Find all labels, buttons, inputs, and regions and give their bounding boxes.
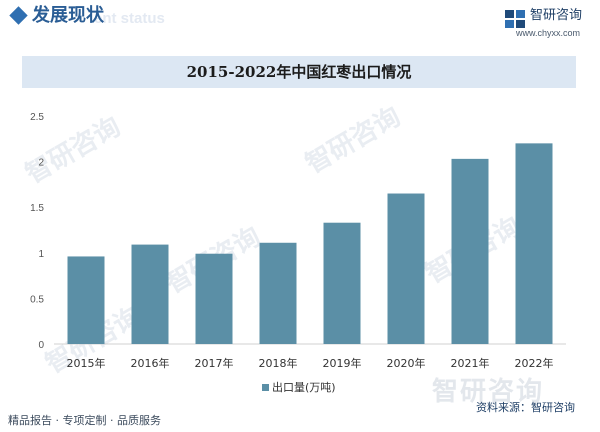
page-header: ent status 发展现状 智研咨询 www.chyxx.com <box>0 0 600 40</box>
y-tick-label: 2 <box>38 158 44 169</box>
brand-url: www.chyxx.com <box>516 28 581 38</box>
x-tick-label: 2020年 <box>387 356 426 370</box>
brand-logo-icon <box>505 10 525 28</box>
bar-2016 <box>131 244 169 344</box>
x-tick-label: 2015年 <box>67 356 106 370</box>
bar-2015 <box>67 256 105 344</box>
bar-2022 <box>515 143 553 344</box>
brand-name: 智研咨询 <box>530 8 583 23</box>
legend-label: 出口量(万吨) <box>272 380 336 394</box>
bar-2017 <box>195 253 233 344</box>
y-tick-label: 0.5 <box>30 294 44 305</box>
legend-swatch <box>262 384 269 391</box>
source-note: 资料来源：智研咨询 <box>476 401 575 414</box>
y-tick-label: 2.5 <box>30 112 44 123</box>
section-ghost-text: ent status <box>94 10 165 27</box>
bar-2018 <box>259 242 297 344</box>
bar-2020 <box>387 193 425 344</box>
y-tick-label: 0 <box>38 340 44 351</box>
x-tick-label: 2021年 <box>451 356 490 370</box>
x-tick-label: 2019年 <box>323 356 362 370</box>
y-tick-label: 1.5 <box>30 203 44 214</box>
x-tick-label: 2017年 <box>195 356 234 370</box>
bar-2019 <box>323 222 361 344</box>
chart-title: 2015-2022年中国红枣出口情况 <box>186 63 412 81</box>
y-tick-label: 1 <box>38 249 44 260</box>
chart-title-band: 2015-2022年中国红枣出口情况 <box>22 56 576 88</box>
bar-2021 <box>451 158 489 344</box>
x-tick-label: 2018年 <box>259 356 298 370</box>
footer-tagline: 精品报告 · 专项定制 · 品质服务 <box>8 414 161 427</box>
x-tick-label: 2016年 <box>131 356 170 370</box>
x-tick-label: 2022年 <box>515 356 554 370</box>
section-title: 发展现状 <box>32 5 104 26</box>
